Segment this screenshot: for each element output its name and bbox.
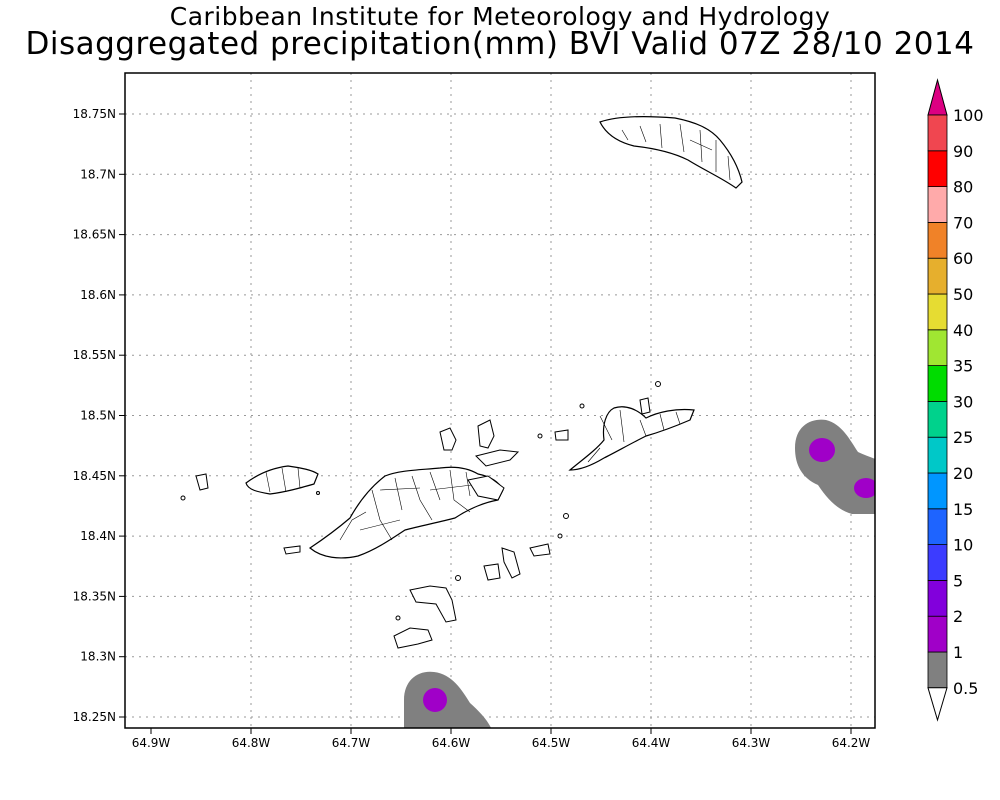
legend-swatch (927, 114, 948, 152)
precip-area-south (404, 671, 492, 728)
lon-tick-label: 64.6W (432, 736, 471, 750)
lon-tick-label: 64.7W (332, 736, 371, 750)
island-layer (180, 115, 743, 649)
legend-swatch (927, 508, 948, 545)
legend-swatch (927, 293, 948, 331)
lon-tick-label: 64.8W (232, 736, 271, 750)
island-virgin-gorda (568, 406, 695, 471)
lon-tick-label: 64.2W (832, 736, 871, 750)
legend-swatch (927, 472, 948, 510)
legend-level-label: 40 (953, 321, 973, 340)
legend-swatch (927, 257, 948, 295)
island-jost-van-dyke (245, 465, 319, 495)
legend-swatch (927, 436, 948, 474)
legend-level-label: 60 (953, 249, 973, 268)
legend-swatch (927, 365, 948, 402)
lat-tick-label: 18.5N (80, 409, 116, 423)
precipitation-layer (404, 419, 875, 728)
legend-swatch (927, 221, 948, 259)
legend-level-label: 15 (953, 500, 973, 519)
legend-level-label: 0.5 (953, 679, 978, 698)
lon-tick-label: 64.5W (532, 736, 571, 750)
chart-subtitle: Disaggregated precipitation(mm) BVI Vali… (25, 26, 975, 62)
map-frame (124, 72, 876, 729)
legend-level-label: 2 (953, 607, 963, 626)
legend-level-label: 70 (953, 213, 973, 232)
lon-tick-label: 64.9W (132, 736, 171, 750)
lat-tick-label: 18.3N (80, 650, 116, 664)
lat-tick-label: 18.35N (73, 589, 116, 603)
island-anegada (599, 115, 743, 189)
map-axes: 64.9W 64.8W 64.7W 64.6W 64.5W 64.4W 64.3W 64.2W… (73, 107, 871, 750)
legend-swatch (927, 329, 948, 366)
legend-swatch (927, 150, 948, 188)
legend-level-label: 10 (953, 536, 973, 555)
lat-tick-label: 18.6N (80, 288, 116, 302)
legend-level-label: 1 (953, 643, 963, 662)
lat-tick-label: 18.45N (73, 469, 116, 483)
lat-tick-label: 18.25N (73, 710, 116, 724)
legend-level-label: 30 (953, 392, 973, 411)
precip-area-east (795, 419, 875, 514)
chart-title: Caribbean Institute for Meteorology and … (169, 2, 831, 31)
lon-tick-label: 64.4W (632, 736, 671, 750)
lat-tick-label: 18.55N (73, 348, 116, 362)
legend-swatch (927, 400, 948, 438)
legend-swatch (927, 544, 948, 581)
island-small-cays (180, 381, 661, 649)
legend-level-label: 25 (953, 428, 973, 447)
map-grid (125, 73, 875, 728)
lat-tick-label: 18.4N (80, 529, 116, 543)
lat-tick-label: 18.65N (73, 228, 116, 242)
legend-swatch (927, 651, 948, 689)
legend-swatch (927, 186, 948, 223)
lat-tick-label: 18.75N (73, 107, 116, 121)
legend-swatch (927, 580, 948, 617)
legend-level-label: 80 (953, 178, 973, 197)
lon-tick-label: 64.3W (732, 736, 771, 750)
legend-level-label: 90 (953, 142, 973, 161)
legend-level-label: 5 (953, 571, 963, 590)
legend-bottom-arrow (927, 687, 948, 722)
legend-top-arrow (927, 78, 948, 116)
legend-level-label: 100 (953, 106, 984, 125)
legend-swatch (927, 615, 948, 653)
legend-level-label: 50 (953, 285, 973, 304)
legend-level-label: 20 (953, 464, 973, 483)
legend-level-label: 35 (953, 357, 973, 376)
lat-tick-label: 18.7N (80, 167, 116, 181)
